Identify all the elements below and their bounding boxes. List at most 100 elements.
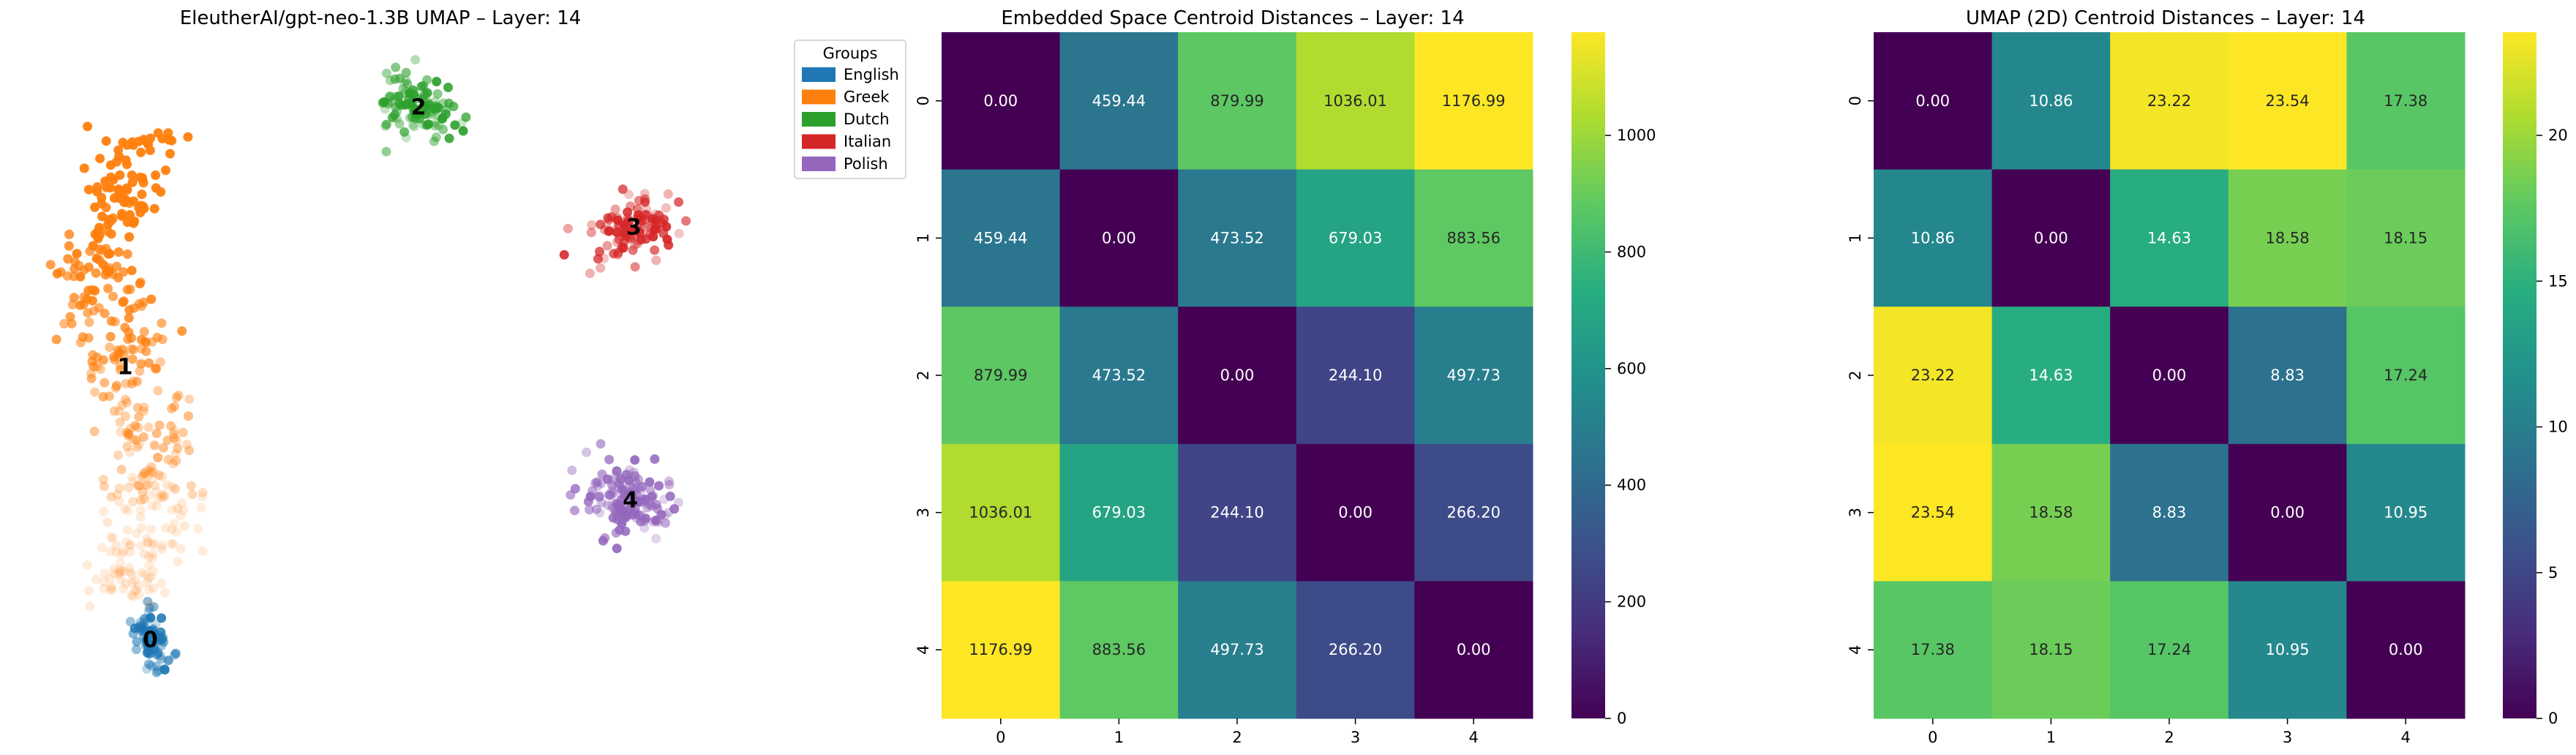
scatter-point xyxy=(128,434,138,444)
scatter-point xyxy=(147,474,157,484)
heatmap-cell-label: 23.54 xyxy=(2266,92,2310,110)
heatmap-cell xyxy=(1991,307,2111,445)
scatter-point xyxy=(146,133,156,143)
scatter-point xyxy=(160,489,170,500)
heatmap-cell-label: 883.56 xyxy=(1446,229,1500,247)
scatter-point xyxy=(141,480,151,490)
scatter-point xyxy=(139,326,149,337)
scatter-point xyxy=(45,260,56,270)
scatter-point xyxy=(156,187,166,197)
scatter-point xyxy=(128,497,138,507)
scatter-point xyxy=(159,443,168,453)
scatter-point xyxy=(129,585,140,596)
scatter-point xyxy=(380,121,391,131)
scatter-point xyxy=(127,472,138,482)
x-tick-label: 4 xyxy=(2401,729,2411,746)
scatter-point xyxy=(137,472,147,482)
heatmap-cell-label: 17.24 xyxy=(2147,641,2191,658)
embedded-heatmap-panel: Embedded Space Centroid Distances – Laye… xyxy=(915,7,1656,746)
scatter-point xyxy=(432,77,442,86)
scatter-point xyxy=(153,452,163,462)
scatter-point xyxy=(595,247,604,257)
scatter-point xyxy=(630,471,640,481)
scatter-point xyxy=(390,74,400,84)
scatter-point xyxy=(381,119,391,129)
scatter-point xyxy=(121,537,131,547)
scatter-point xyxy=(664,476,674,487)
scatter-point xyxy=(124,327,134,337)
scatter-point xyxy=(119,198,129,208)
scatter-point xyxy=(416,81,427,91)
scatter-point xyxy=(141,346,151,356)
scatter-point xyxy=(152,650,162,660)
scatter-point xyxy=(124,483,134,492)
scatter-point xyxy=(113,450,123,460)
heatmap-cell-label: 17.38 xyxy=(1911,641,1955,658)
scatter-point xyxy=(192,524,203,534)
heatmap-cell-label: 0.00 xyxy=(1220,367,1255,384)
scatter-point xyxy=(116,574,126,585)
scatter-point xyxy=(150,481,160,491)
scatter-point xyxy=(122,441,132,451)
heatmap-cell xyxy=(942,307,1061,445)
scatter-point xyxy=(126,344,136,354)
heatmap-cell xyxy=(1059,307,1179,445)
scatter-point xyxy=(404,94,414,104)
scatter-point xyxy=(142,577,152,587)
scatter-point xyxy=(613,247,623,258)
scatter-point xyxy=(394,91,404,102)
heatmap-cell-label: 679.03 xyxy=(1092,504,1146,522)
scatter-point xyxy=(136,200,146,211)
scatter-point xyxy=(632,214,642,224)
heatmap-cell-label: 1036.01 xyxy=(969,504,1032,522)
scatter-point xyxy=(99,378,110,388)
heatmap-cell xyxy=(942,32,1061,170)
scatter-point xyxy=(122,428,132,438)
scatter-point xyxy=(99,577,109,587)
scatter-point xyxy=(161,165,170,176)
scatter-point xyxy=(91,268,101,278)
scatter-point xyxy=(127,266,137,276)
scatter-point xyxy=(115,568,124,578)
scatter-point xyxy=(97,543,107,553)
heatmap-cell xyxy=(1991,581,2111,719)
cluster-label: 2 xyxy=(411,94,427,120)
x-tick-label: 3 xyxy=(1351,729,1360,746)
embedded-heatmap-title: Embedded Space Centroid Distances – Laye… xyxy=(1001,7,1464,29)
heatmap-cell xyxy=(1178,32,1297,170)
scatter-point xyxy=(630,455,640,465)
scatter-point xyxy=(596,478,607,489)
scatter-point xyxy=(664,480,675,489)
scatter-point xyxy=(99,481,109,492)
heatmap-cell xyxy=(1296,307,1415,445)
scatter-point xyxy=(157,318,167,328)
heatmap-cell-label: 266.20 xyxy=(1329,641,1382,658)
heatmap-cell-label: 23.54 xyxy=(1911,504,1955,522)
scatter-point xyxy=(156,627,166,637)
scatter-point xyxy=(650,209,661,219)
scatter-point xyxy=(563,223,573,233)
scatter-point xyxy=(660,510,670,520)
heatmap-cell xyxy=(2110,169,2229,307)
scatter-point xyxy=(642,204,652,214)
scatter-point xyxy=(173,557,183,567)
scatter-point xyxy=(106,492,116,502)
scatter-point xyxy=(394,119,405,129)
scatter-point xyxy=(131,435,141,446)
colorbar-tick-label: 200 xyxy=(1617,593,1646,611)
scatter-point xyxy=(168,429,179,440)
scatter-point xyxy=(659,495,669,505)
heatmap-cell-label: 0.00 xyxy=(2034,229,2068,247)
scatter-point xyxy=(438,124,448,135)
scatter-point xyxy=(433,102,443,113)
scatter-point xyxy=(125,546,135,557)
scatter-point xyxy=(121,411,131,421)
scatter-point xyxy=(444,133,454,143)
scatter-point xyxy=(128,628,138,639)
scatter-point xyxy=(151,487,161,497)
scatter-point xyxy=(173,443,183,454)
scatter-point xyxy=(645,485,656,495)
scatter-point xyxy=(99,309,110,318)
scatter-point xyxy=(127,177,138,187)
heatmap-cell-label: 0.00 xyxy=(1915,92,1950,110)
